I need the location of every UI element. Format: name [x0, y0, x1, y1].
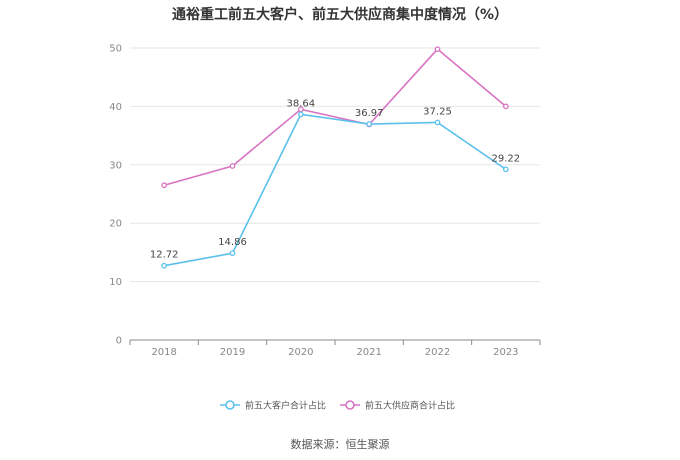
data-point [366, 121, 373, 127]
data-label: 38.64 [287, 98, 316, 109]
x-tick-label: 2021 [356, 347, 381, 358]
data-point [161, 262, 168, 269]
data-source-note: 数据来源：恒生聚源 [290, 438, 390, 451]
data-point [229, 250, 236, 257]
data-point [434, 119, 441, 126]
data-point [229, 163, 236, 169]
data-point [434, 46, 441, 53]
chart-title: 通裕重工前五大客户、前五大供应商集中度情况（%） [171, 7, 509, 23]
data-label: 12.72 [150, 250, 179, 261]
data-label: 37.25 [423, 106, 452, 117]
x-tick-label: 2018 [151, 347, 176, 358]
legend-swatch-marker [225, 400, 235, 410]
legend-swatch-marker [345, 400, 355, 410]
data-label: 14.86 [218, 237, 247, 248]
legend-label: 前五大供应商合计占比 [365, 400, 455, 412]
x-tick-label: 2023 [493, 347, 518, 358]
y-tick-label: 10 [109, 277, 122, 288]
y-tick-label: 0 [116, 336, 122, 347]
series-line [164, 113, 507, 267]
data-point [502, 103, 509, 110]
data-label: 36.97 [355, 108, 384, 119]
data-label: 29.22 [492, 153, 521, 164]
x-tick-label: 2019 [220, 347, 245, 358]
data-point [502, 166, 509, 173]
series-line [163, 48, 507, 187]
data-point [297, 111, 304, 118]
x-tick-label: 2020 [288, 347, 313, 358]
y-tick-label: 20 [109, 219, 122, 230]
x-tick-label: 2022 [425, 347, 450, 358]
legend-label: 前五大客户合计占比 [245, 400, 326, 412]
y-tick-label: 30 [109, 160, 122, 171]
y-tick-label: 50 [109, 44, 122, 55]
y-tick-label: 40 [109, 102, 122, 113]
data-point [161, 182, 168, 189]
